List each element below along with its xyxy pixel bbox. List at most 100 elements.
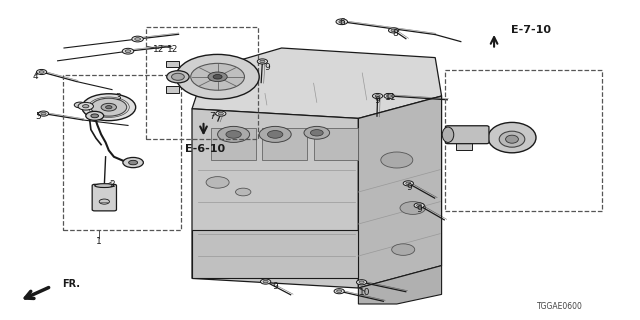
Bar (192, 230, 358, 278)
Ellipse shape (172, 73, 184, 80)
Text: 9: 9 (265, 63, 270, 72)
Circle shape (257, 59, 268, 64)
Text: 5: 5 (36, 112, 41, 121)
Circle shape (78, 102, 93, 110)
Circle shape (400, 202, 426, 214)
Ellipse shape (442, 127, 454, 142)
Text: 2: 2 (109, 180, 115, 188)
Polygon shape (358, 96, 442, 288)
Ellipse shape (167, 71, 189, 83)
Text: 9: 9 (375, 96, 380, 105)
Circle shape (101, 103, 116, 111)
Circle shape (236, 188, 251, 196)
Circle shape (381, 152, 413, 168)
FancyBboxPatch shape (445, 126, 489, 144)
Circle shape (213, 75, 222, 79)
Ellipse shape (488, 123, 536, 153)
Circle shape (91, 98, 127, 116)
Circle shape (83, 105, 89, 108)
Text: 9: 9 (417, 205, 422, 214)
Circle shape (135, 38, 141, 41)
Circle shape (91, 114, 99, 118)
Circle shape (260, 279, 271, 284)
Circle shape (356, 280, 367, 285)
Ellipse shape (499, 131, 525, 147)
Ellipse shape (95, 184, 114, 188)
Circle shape (259, 126, 291, 142)
Bar (314, 128, 358, 160)
Circle shape (226, 131, 241, 138)
Text: 1: 1 (97, 237, 102, 246)
Circle shape (218, 112, 223, 115)
Text: 7: 7 (210, 112, 215, 121)
Text: 12: 12 (153, 45, 164, 54)
Polygon shape (358, 266, 442, 304)
Text: 6: 6 (340, 18, 345, 27)
Circle shape (260, 60, 265, 63)
Circle shape (36, 69, 47, 75)
Circle shape (414, 203, 424, 208)
Text: 8: 8 (393, 29, 398, 38)
Circle shape (304, 126, 330, 139)
Text: 12: 12 (167, 45, 179, 54)
Circle shape (123, 157, 143, 168)
Circle shape (208, 72, 227, 82)
Circle shape (417, 204, 422, 207)
FancyBboxPatch shape (92, 184, 116, 211)
Circle shape (403, 181, 413, 186)
Circle shape (106, 106, 112, 109)
Text: E-7-10: E-7-10 (511, 25, 551, 36)
Bar (262, 128, 307, 160)
Bar (211, 128, 256, 160)
Circle shape (384, 93, 394, 99)
Ellipse shape (506, 135, 518, 143)
Text: 10: 10 (359, 288, 371, 297)
Text: FR.: FR. (62, 279, 80, 289)
Bar (456, 130, 472, 150)
Circle shape (388, 28, 399, 33)
Circle shape (337, 290, 342, 292)
Circle shape (129, 160, 138, 165)
Circle shape (216, 111, 226, 116)
Circle shape (191, 63, 244, 90)
Polygon shape (192, 109, 358, 288)
Circle shape (122, 48, 134, 54)
Circle shape (74, 102, 86, 108)
Ellipse shape (176, 54, 259, 99)
Text: TGGAE0600: TGGAE0600 (537, 302, 583, 311)
Circle shape (82, 94, 136, 121)
Circle shape (372, 93, 383, 99)
Polygon shape (192, 48, 442, 118)
Text: E-6-10: E-6-10 (185, 144, 225, 154)
Circle shape (206, 177, 229, 188)
Bar (166, 86, 179, 93)
Circle shape (334, 289, 344, 294)
Circle shape (86, 111, 104, 120)
Circle shape (41, 112, 46, 115)
Circle shape (132, 36, 143, 42)
Text: 9: 9 (273, 282, 278, 291)
Circle shape (38, 111, 49, 116)
Circle shape (336, 19, 348, 25)
Circle shape (392, 244, 415, 255)
Text: 4: 4 (33, 72, 38, 81)
Circle shape (387, 95, 392, 97)
Bar (146, 27, 258, 139)
Circle shape (359, 281, 364, 284)
Bar (63, 75, 181, 230)
Bar (445, 70, 602, 211)
Circle shape (263, 280, 268, 283)
Text: 11: 11 (385, 93, 396, 102)
Circle shape (218, 126, 250, 142)
Circle shape (310, 130, 323, 136)
Circle shape (375, 95, 380, 97)
Circle shape (406, 182, 411, 185)
Circle shape (99, 199, 109, 204)
Text: 3: 3 (116, 93, 121, 102)
Text: 9: 9 (407, 183, 412, 192)
Circle shape (268, 131, 283, 138)
Circle shape (125, 50, 131, 53)
Bar (166, 61, 179, 67)
Circle shape (339, 20, 344, 23)
Circle shape (391, 29, 396, 32)
